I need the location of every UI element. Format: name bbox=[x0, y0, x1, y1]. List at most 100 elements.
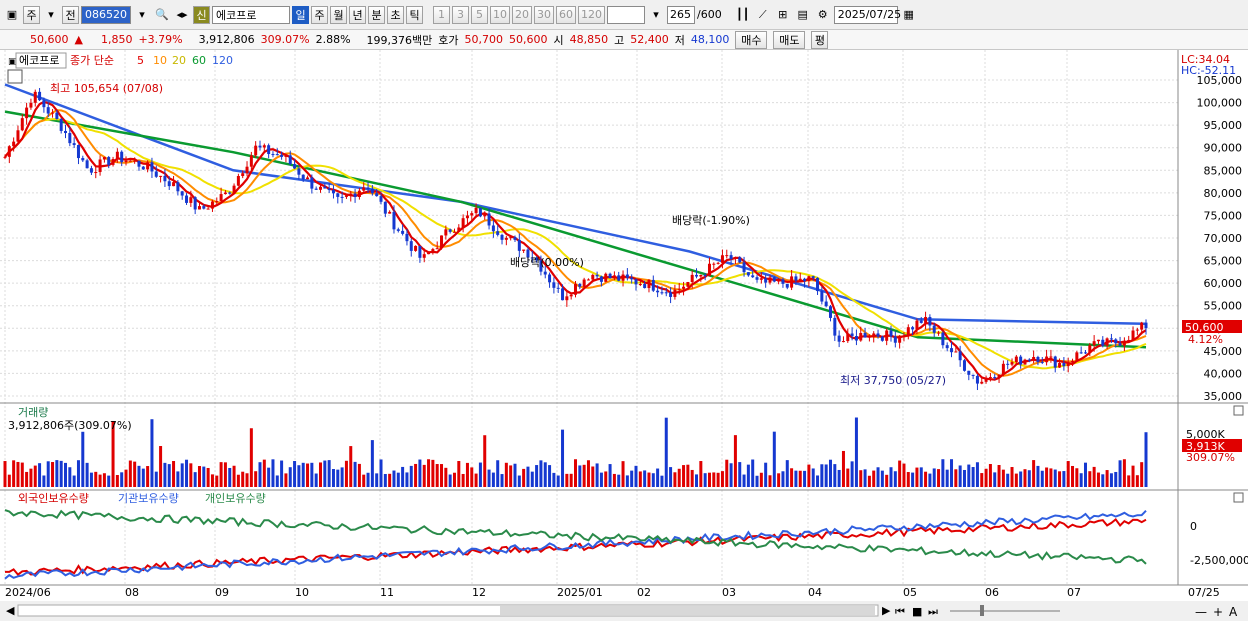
zoom-slider[interactable] bbox=[980, 605, 984, 616]
candle-body bbox=[500, 234, 504, 240]
candle-body bbox=[202, 206, 206, 209]
period-minute[interactable]: 분 bbox=[368, 5, 385, 24]
interval-120[interactable]: 120 bbox=[578, 5, 605, 24]
volume-bar bbox=[7, 474, 11, 487]
volume-bar bbox=[911, 472, 915, 487]
speaker-icon[interactable]: ◂▸ bbox=[176, 8, 188, 21]
volume-bar bbox=[522, 468, 526, 487]
forward-icon[interactable]: ⏭ bbox=[928, 605, 938, 618]
period-week[interactable]: 주 bbox=[311, 5, 328, 24]
candle-body bbox=[1131, 330, 1135, 340]
volume-bar bbox=[954, 469, 958, 487]
zoom-out-icon[interactable]: — bbox=[1195, 605, 1207, 619]
type2-button[interactable]: 전 bbox=[62, 5, 79, 24]
save-icon[interactable]: ▤ bbox=[797, 8, 808, 21]
candle-body bbox=[941, 332, 945, 346]
y-tick-label: 95,000 bbox=[1204, 119, 1243, 132]
volume-bar bbox=[180, 463, 184, 487]
current-price: 50,600 bbox=[30, 33, 69, 46]
candle-body bbox=[388, 211, 392, 214]
volume-bar bbox=[794, 470, 798, 487]
interval-input[interactable] bbox=[607, 5, 645, 24]
interval-1[interactable]: 1 bbox=[433, 5, 450, 24]
volume-bar bbox=[236, 474, 240, 487]
type-select[interactable]: 주 bbox=[23, 5, 40, 24]
sell-button[interactable]: 매도 bbox=[773, 30, 806, 49]
average-button[interactable]: 평 bbox=[811, 30, 829, 49]
date-input[interactable]: 2025/07/25 bbox=[833, 5, 901, 24]
candle-body bbox=[1127, 339, 1131, 342]
interval-60[interactable]: 60 bbox=[556, 5, 576, 24]
volume-bar bbox=[1135, 475, 1139, 487]
interval-3[interactable]: 3 bbox=[452, 5, 469, 24]
volume-bar bbox=[301, 462, 305, 487]
volume-bar bbox=[941, 459, 945, 487]
interval-20[interactable]: 20 bbox=[512, 5, 532, 24]
candle-body bbox=[452, 231, 456, 233]
candle-body bbox=[958, 351, 962, 361]
scroll-thumb[interactable] bbox=[500, 606, 875, 615]
volume-bar bbox=[94, 471, 98, 487]
calendar-icon[interactable]: ▦ bbox=[903, 8, 914, 21]
sin-badge[interactable]: 신 bbox=[193, 5, 210, 24]
candle-body bbox=[172, 182, 176, 187]
scroll-bar[interactable]: ◀ ▶ bbox=[6, 604, 891, 617]
volume-bar bbox=[1036, 465, 1040, 487]
volume-close-icon[interactable] bbox=[1233, 405, 1244, 416]
crosshair-icon[interactable]: ⊞ bbox=[778, 8, 788, 21]
candle-body bbox=[595, 274, 599, 277]
font-size-icon[interactable]: A bbox=[1229, 605, 1238, 619]
playback-controls[interactable]: ⏮ ■ ⏭ — + A bbox=[895, 605, 1238, 619]
volume-bar bbox=[599, 472, 603, 487]
buy-button[interactable]: 매수 bbox=[735, 30, 768, 49]
volume-bar bbox=[509, 465, 513, 487]
holdings-line bbox=[4, 510, 1147, 580]
candle-body bbox=[1140, 322, 1144, 330]
period-year[interactable]: 년 bbox=[349, 5, 366, 24]
volume-bar bbox=[293, 461, 297, 487]
candle-icon[interactable]: ┃┃ bbox=[736, 8, 750, 21]
count-input[interactable]: 265 bbox=[667, 5, 695, 24]
interval-5[interactable]: 5 bbox=[471, 5, 488, 24]
candle-body bbox=[556, 287, 560, 289]
code-input[interactable]: 086520 bbox=[81, 5, 131, 24]
candle-body bbox=[150, 162, 154, 172]
candle-body bbox=[945, 345, 949, 349]
chevron-down-icon[interactable]: ▾ bbox=[653, 8, 659, 21]
volume-bar bbox=[478, 462, 482, 487]
period-day[interactable]: 일 bbox=[292, 5, 309, 24]
ask-label: 호가 bbox=[438, 33, 459, 47]
chevron-down-icon[interactable]: ▾ bbox=[139, 8, 145, 21]
scroll-track[interactable] bbox=[17, 604, 879, 617]
stock-chart[interactable]: 35,00040,00045,00050,00055,00060,00065,0… bbox=[0, 50, 1248, 621]
trend-icon[interactable]: ⟋ bbox=[758, 7, 767, 21]
stop-icon[interactable]: ■ bbox=[912, 605, 922, 618]
holdings-close-icon[interactable] bbox=[1233, 492, 1244, 503]
period-second[interactable]: 초 bbox=[387, 5, 404, 24]
candle-body bbox=[837, 335, 841, 342]
volume-bar bbox=[993, 472, 997, 487]
period-month[interactable]: 월 bbox=[330, 5, 347, 24]
zoom-in-icon[interactable]: + bbox=[1213, 605, 1223, 619]
rewind-icon[interactable]: ⏮ bbox=[895, 605, 905, 618]
volume-bar bbox=[271, 459, 275, 487]
period-tick[interactable]: 틱 bbox=[406, 5, 423, 24]
candle-body bbox=[1096, 339, 1100, 342]
candle-body bbox=[1092, 341, 1096, 346]
search-icon[interactable]: 🔍 bbox=[155, 8, 169, 21]
dropdown-icon[interactable]: ▾ bbox=[48, 8, 54, 21]
candle-body bbox=[1066, 362, 1070, 367]
volume-bar bbox=[928, 473, 932, 487]
volume-bar bbox=[781, 471, 785, 487]
table-icon[interactable] bbox=[7, 69, 23, 84]
volume-bar bbox=[1040, 470, 1044, 487]
volume-bar bbox=[984, 468, 988, 487]
volume-bar bbox=[59, 460, 63, 487]
interval-30[interactable]: 30 bbox=[534, 5, 554, 24]
window-icon[interactable]: ▣ bbox=[6, 8, 18, 21]
stock-name-field[interactable]: 에코프로 bbox=[212, 5, 290, 24]
candle-body bbox=[664, 292, 668, 294]
interval-10[interactable]: 10 bbox=[490, 5, 510, 24]
volume-bar bbox=[1014, 473, 1018, 487]
gear-icon[interactable]: ⚙ bbox=[817, 8, 828, 21]
